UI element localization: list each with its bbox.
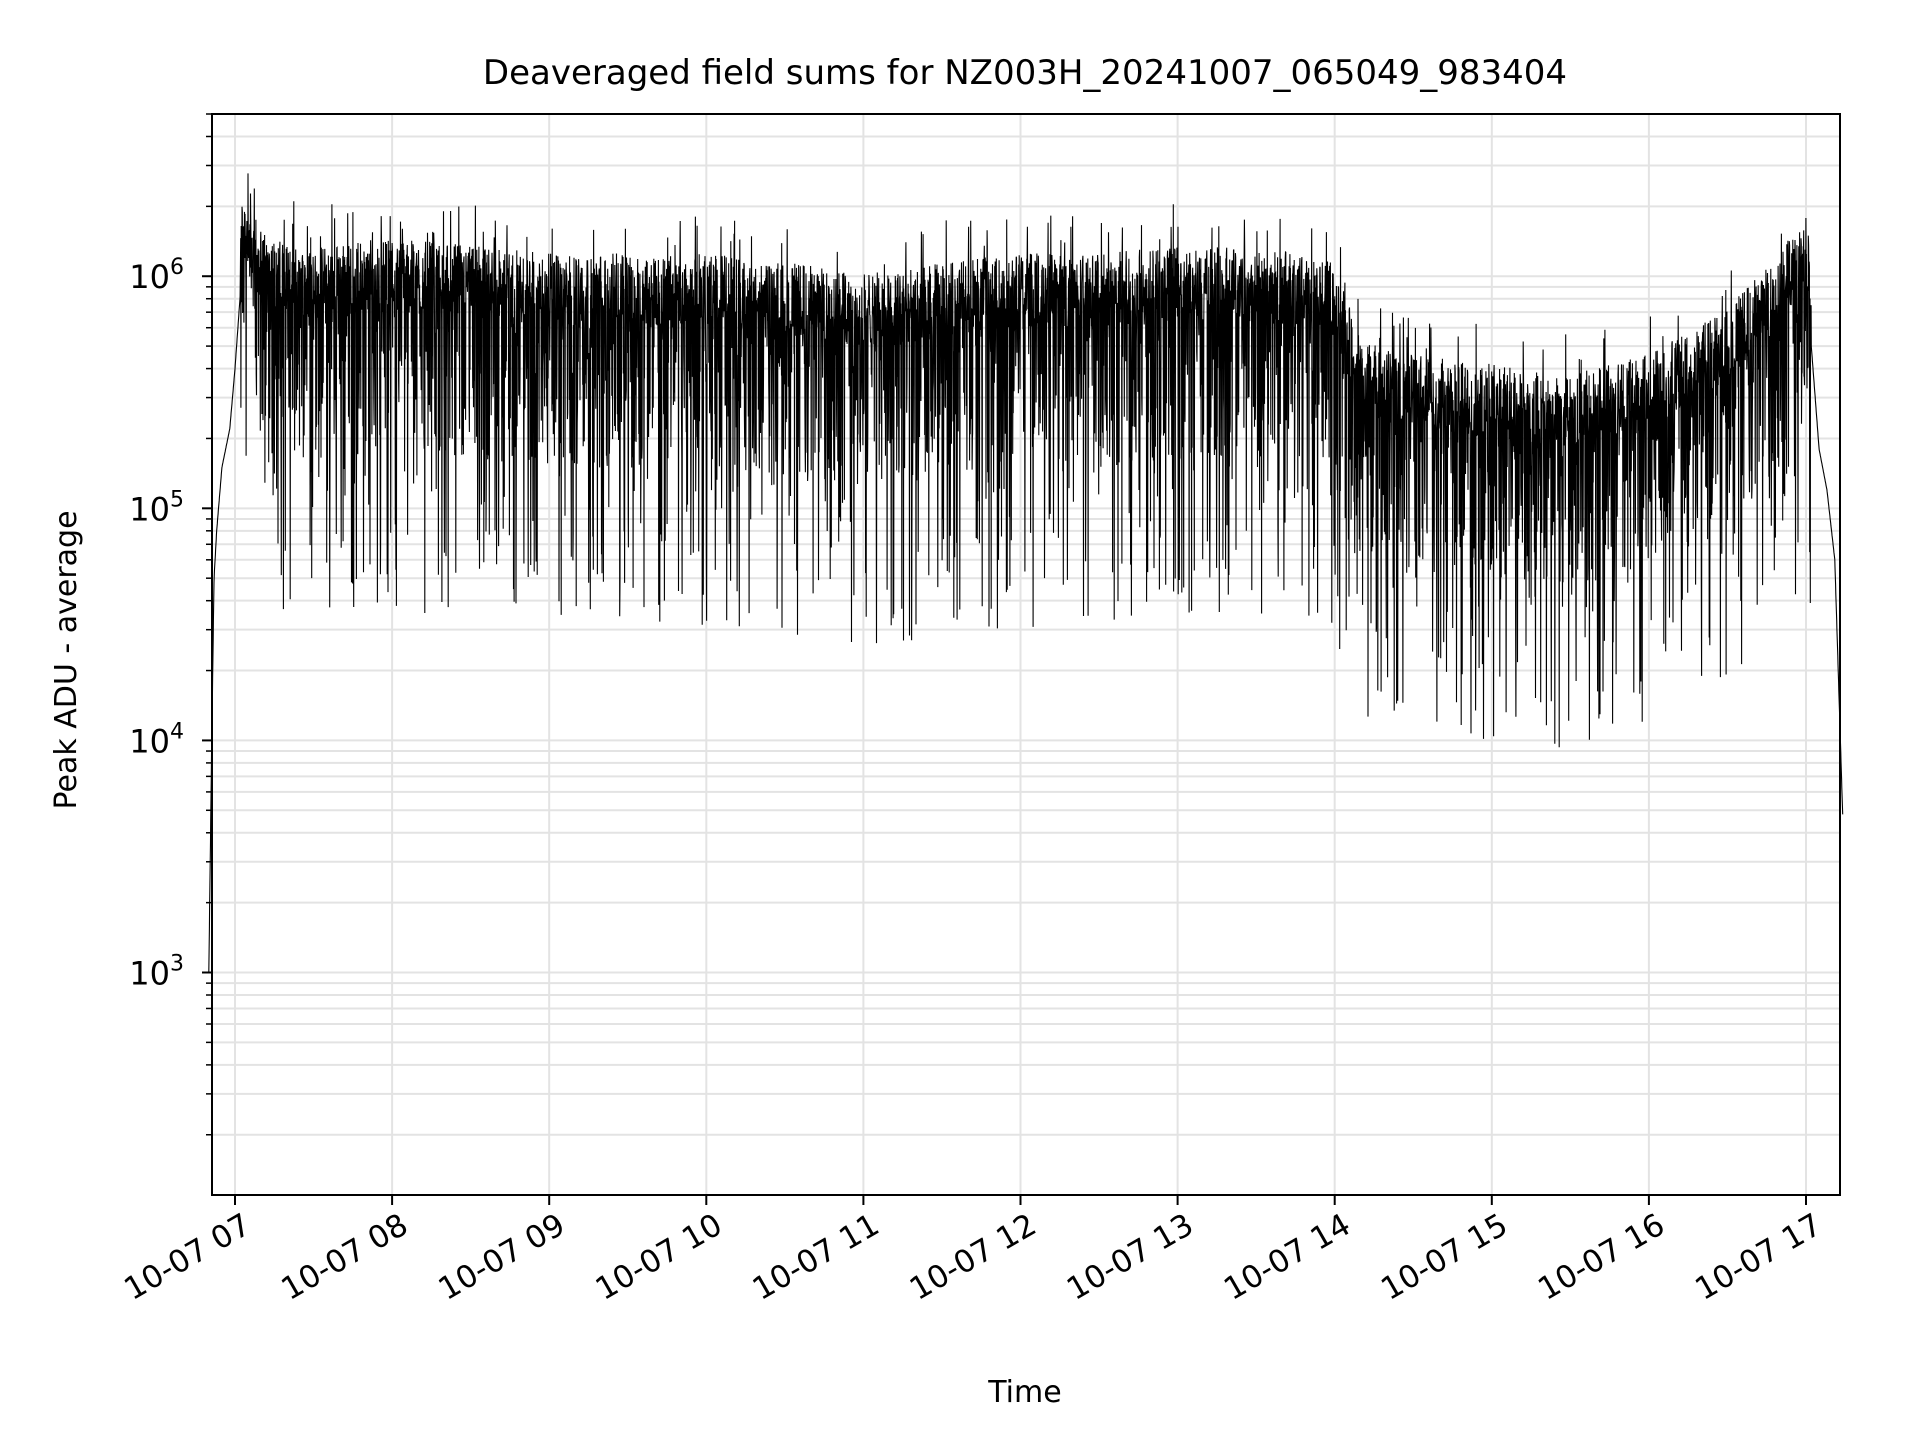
y-tick-labels: 103 104 105 106	[129, 255, 184, 992]
axis-ticks	[202, 113, 1807, 1205]
plot-frame	[211, 113, 1841, 1196]
y-tick-label: 106	[129, 255, 184, 296]
chart-title: Deaveraged field sums for NZ003H_2024100…	[483, 53, 1567, 93]
y-tick-label: 105	[129, 487, 184, 528]
x-axis-label: Time	[987, 1375, 1061, 1410]
y-tick-label: 104	[129, 719, 184, 760]
y-axis-label: Peak ADU - average	[49, 510, 84, 809]
series-line	[208, 173, 1844, 973]
data-series	[208, 173, 1844, 973]
y-tick-label: 103	[129, 952, 184, 993]
